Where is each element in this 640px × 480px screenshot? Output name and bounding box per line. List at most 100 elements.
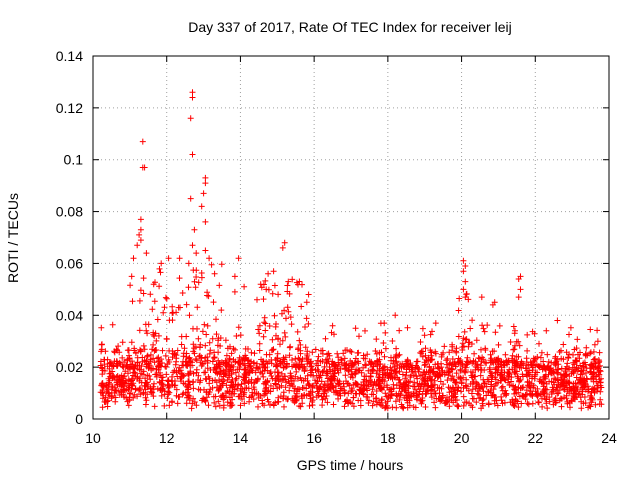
data-point — [445, 372, 452, 379]
data-point — [222, 357, 229, 364]
data-point — [449, 356, 456, 362]
data-point — [128, 339, 135, 346]
data-point — [178, 378, 184, 385]
data-point — [469, 404, 476, 411]
data-point — [413, 358, 420, 365]
data-point — [161, 304, 168, 311]
data-point — [419, 325, 426, 332]
data-point — [490, 386, 497, 393]
data-point — [274, 385, 281, 392]
data-point — [235, 360, 242, 366]
data-point — [318, 347, 324, 354]
data-point — [241, 374, 248, 381]
data-point — [337, 387, 344, 394]
data-point — [248, 365, 255, 372]
data-point — [469, 395, 476, 402]
data-point — [279, 244, 286, 251]
data-point — [166, 402, 173, 409]
data-point — [174, 400, 181, 407]
data-point — [140, 368, 147, 375]
data-point — [148, 367, 155, 373]
data-point — [550, 379, 557, 386]
data-point — [262, 277, 269, 284]
data-point — [387, 364, 394, 371]
data-point — [432, 320, 439, 327]
data-point — [173, 367, 180, 374]
data-point — [532, 369, 539, 376]
data-point — [264, 396, 271, 403]
data-points — [97, 89, 605, 412]
data-point — [469, 386, 476, 393]
data-point — [110, 363, 117, 369]
data-point — [521, 393, 528, 400]
data-point — [574, 336, 581, 343]
data-point — [147, 291, 154, 298]
data-point — [307, 371, 314, 378]
data-point — [211, 270, 218, 277]
data-point — [329, 322, 336, 329]
data-point — [260, 296, 267, 303]
data-point — [162, 294, 169, 301]
y-tick-label: 0.12 — [56, 100, 83, 116]
data-point — [163, 364, 170, 370]
data-point — [485, 400, 492, 407]
data-point — [254, 296, 260, 303]
data-point — [373, 395, 380, 402]
data-point — [453, 370, 460, 377]
data-point — [507, 339, 514, 345]
data-point — [212, 369, 219, 375]
data-point — [577, 362, 584, 369]
data-point — [302, 324, 308, 330]
data-point — [477, 372, 484, 379]
data-point — [455, 307, 462, 314]
data-point — [248, 393, 255, 400]
data-point — [235, 324, 242, 331]
data-point — [592, 401, 599, 408]
data-point — [520, 384, 527, 391]
data-point — [204, 292, 211, 299]
data-point — [423, 390, 430, 397]
data-point — [587, 368, 593, 375]
data-point — [319, 396, 326, 403]
data-point — [202, 398, 209, 405]
data-point — [295, 346, 301, 353]
data-point — [462, 294, 469, 301]
data-point — [229, 396, 236, 403]
data-point — [103, 388, 110, 395]
data-point — [376, 382, 383, 389]
data-point — [356, 333, 362, 340]
data-point — [127, 390, 134, 396]
data-point — [142, 321, 149, 328]
data-point — [231, 273, 238, 280]
data-point — [534, 393, 541, 400]
data-point — [573, 357, 580, 364]
data-point — [417, 339, 424, 345]
data-point — [174, 373, 181, 380]
data-point — [550, 386, 557, 393]
data-point — [183, 359, 190, 365]
data-point — [342, 347, 349, 354]
data-point — [215, 387, 222, 394]
data-point — [352, 325, 359, 332]
data-point — [518, 400, 525, 407]
data-point — [510, 383, 517, 390]
data-point — [444, 377, 451, 384]
data-point — [479, 322, 486, 329]
data-point — [107, 360, 114, 367]
data-point — [456, 295, 463, 302]
data-point — [226, 355, 233, 362]
data-point — [596, 358, 603, 365]
data-point — [202, 369, 209, 376]
data-point — [305, 291, 312, 298]
data-point — [457, 366, 464, 373]
data-point — [164, 395, 171, 402]
data-point — [288, 377, 295, 384]
data-point — [192, 356, 199, 362]
data-point — [376, 376, 383, 383]
data-point — [286, 387, 293, 394]
data-point — [297, 341, 304, 348]
data-point — [377, 386, 384, 392]
data-point — [356, 367, 363, 374]
data-point — [158, 260, 165, 267]
data-point — [432, 404, 439, 411]
